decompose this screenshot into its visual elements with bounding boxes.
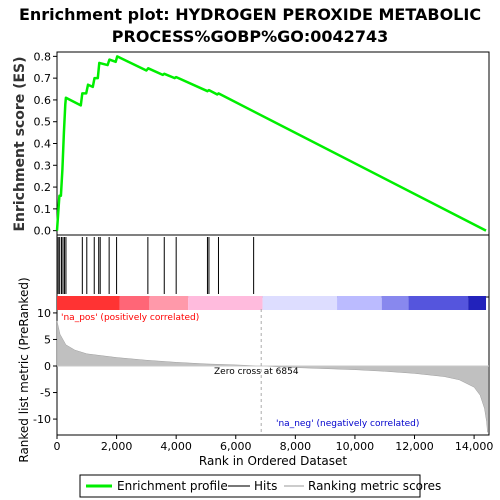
es-y-tick-label: 0.2 <box>34 181 52 194</box>
color-bar-segment <box>188 296 263 310</box>
chart-title-line2: PROCESS%GOBP%GO:0042743 <box>112 27 388 46</box>
color-bar-segment <box>408 296 469 310</box>
ranking-metric-area <box>56 320 488 433</box>
metric-y-tick-label: -5 <box>40 387 51 400</box>
pos-correlated-label: 'na_pos' (positively correlated) <box>61 313 199 323</box>
metric-y-tick-label: -10 <box>33 413 51 426</box>
zero-cross-label: Zero cross at 6854 <box>214 367 299 377</box>
metric-y-axis-label: Ranked list metric (PreRanked) <box>17 277 31 462</box>
color-bar-segment <box>149 296 189 310</box>
color-bar-segment <box>381 296 409 310</box>
x-axis-label: Rank in Ordered Dataset <box>199 454 347 468</box>
hits-series <box>57 237 255 294</box>
chart-title-line1: Enrichment plot: HYDROGEN PEROXIDE METAB… <box>19 5 481 24</box>
es-panel-frame <box>56 51 490 236</box>
es-y-axis: 0.0 0.1 0.2 0.3 0.4 0.5 0.6 0.7 0.8 <box>34 50 57 238</box>
metric-y-axis: 10 5 0 -5 -10 <box>33 307 57 426</box>
enrichment-profile-series <box>55 55 487 232</box>
color-bar-segment <box>57 296 120 310</box>
x-tick-label: 4,000 <box>160 440 192 453</box>
hits-panel-frame <box>56 234 490 298</box>
metric-y-tick-label: 10 <box>37 307 51 320</box>
legend: Enrichment profile Hits Ranking metric s… <box>79 474 441 498</box>
x-tick-label: 12,000 <box>395 440 434 453</box>
es-y-tick-label: 0.8 <box>34 50 52 63</box>
enrichment-profile-line <box>55 55 487 232</box>
legend-enrichment-label: Enrichment profile <box>117 479 228 493</box>
es-y-axis-label: Enrichment score (ES) <box>12 56 28 231</box>
es-y-tick-label: 0.7 <box>34 72 52 85</box>
es-y-tick-label: 0.6 <box>34 94 52 107</box>
x-axis: 0 2,000 4,000 6,000 8,000 10,000 12,000 14,000 <box>54 435 494 453</box>
x-tick-label: 6,000 <box>220 440 252 453</box>
ranking-metric-series <box>56 309 489 435</box>
color-bar-segment <box>337 296 382 310</box>
metric-y-tick-label: 0 <box>44 360 51 373</box>
rank-color-bar <box>57 296 487 310</box>
legend-hits-label: Hits <box>254 479 277 493</box>
legend-metric-label: Ranking metric scores <box>308 479 441 493</box>
es-y-tick-label: 0.4 <box>34 138 52 151</box>
es-y-tick-label: 0.3 <box>34 159 52 172</box>
es-y-tick-label: 0.0 <box>34 225 52 238</box>
metric-y-tick-label: 5 <box>44 333 51 346</box>
neg-correlated-label: 'na_neg' (negatively correlated) <box>276 419 419 429</box>
x-tick-label: 14,000 <box>455 440 494 453</box>
es-y-tick-label: 0.1 <box>34 203 52 216</box>
es-y-tick-label: 0.5 <box>34 116 52 129</box>
x-tick-label: 8,000 <box>280 440 312 453</box>
x-tick-label: 2,000 <box>101 440 133 453</box>
color-bar-segment <box>468 296 487 310</box>
x-tick-label: 10,000 <box>336 440 375 453</box>
x-tick-label: 0 <box>54 440 61 453</box>
color-bar-segment <box>262 296 338 310</box>
color-bar-segment <box>119 296 150 310</box>
